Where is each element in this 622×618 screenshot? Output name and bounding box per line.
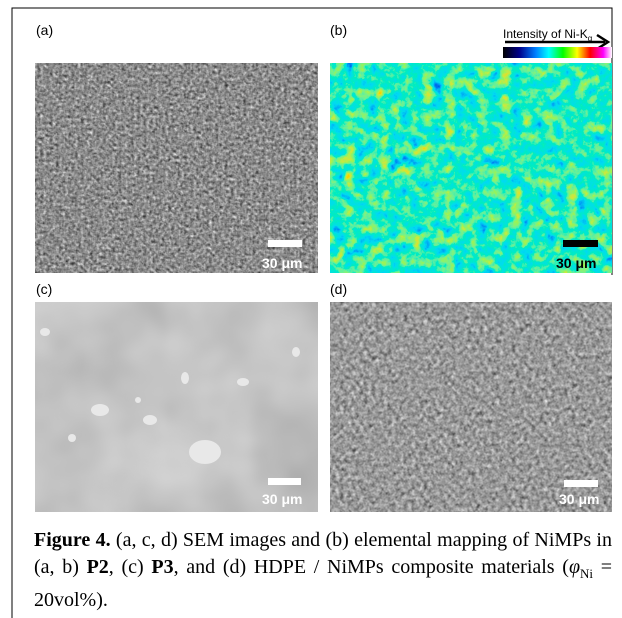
sem-image [35, 63, 318, 273]
mapping-image [330, 63, 612, 273]
scale-bar [268, 240, 302, 247]
scale-label: 30 μm [262, 255, 302, 271]
symbol: φ [568, 556, 581, 578]
panel-label: (c) [36, 281, 52, 297]
colorbar: Intensity of Ni-Kα [503, 27, 612, 58]
caption-text: , and (d) HDPE / NiMPs composite materia… [173, 556, 569, 578]
panel-label: (a) [36, 22, 53, 38]
caption: Figure 4. (a, c, d) SEM images and (b) e… [34, 527, 612, 614]
panel-label: (b) [330, 22, 347, 38]
colorbar-subscript: α [588, 34, 593, 43]
caption-text: , (c) [108, 556, 152, 578]
colorbar-title: Intensity of Ni-Kα [503, 27, 593, 43]
caption-text: = 20vol%). [34, 556, 612, 611]
particles [40, 328, 300, 464]
sem-image [330, 302, 612, 512]
scale-bar [563, 240, 598, 247]
scale-label: 30 μm [556, 255, 596, 271]
scale-label: 30 μm [559, 491, 599, 507]
panel-label: (d) [330, 281, 347, 297]
scale-bar [268, 478, 301, 485]
sem-image [35, 302, 318, 512]
figure-number: Figure 4. [34, 529, 111, 551]
sample-name: P3 [151, 556, 174, 578]
caption-text: (a, c, d) SEM images and (b) elemental m… [34, 529, 612, 578]
scale-bar [564, 480, 598, 487]
subscript: Ni [580, 566, 594, 581]
colorbar-title-text: Intensity of Ni-K [503, 27, 588, 41]
scale-label: 30 μm [262, 491, 302, 507]
sample-name: P2 [86, 556, 109, 578]
